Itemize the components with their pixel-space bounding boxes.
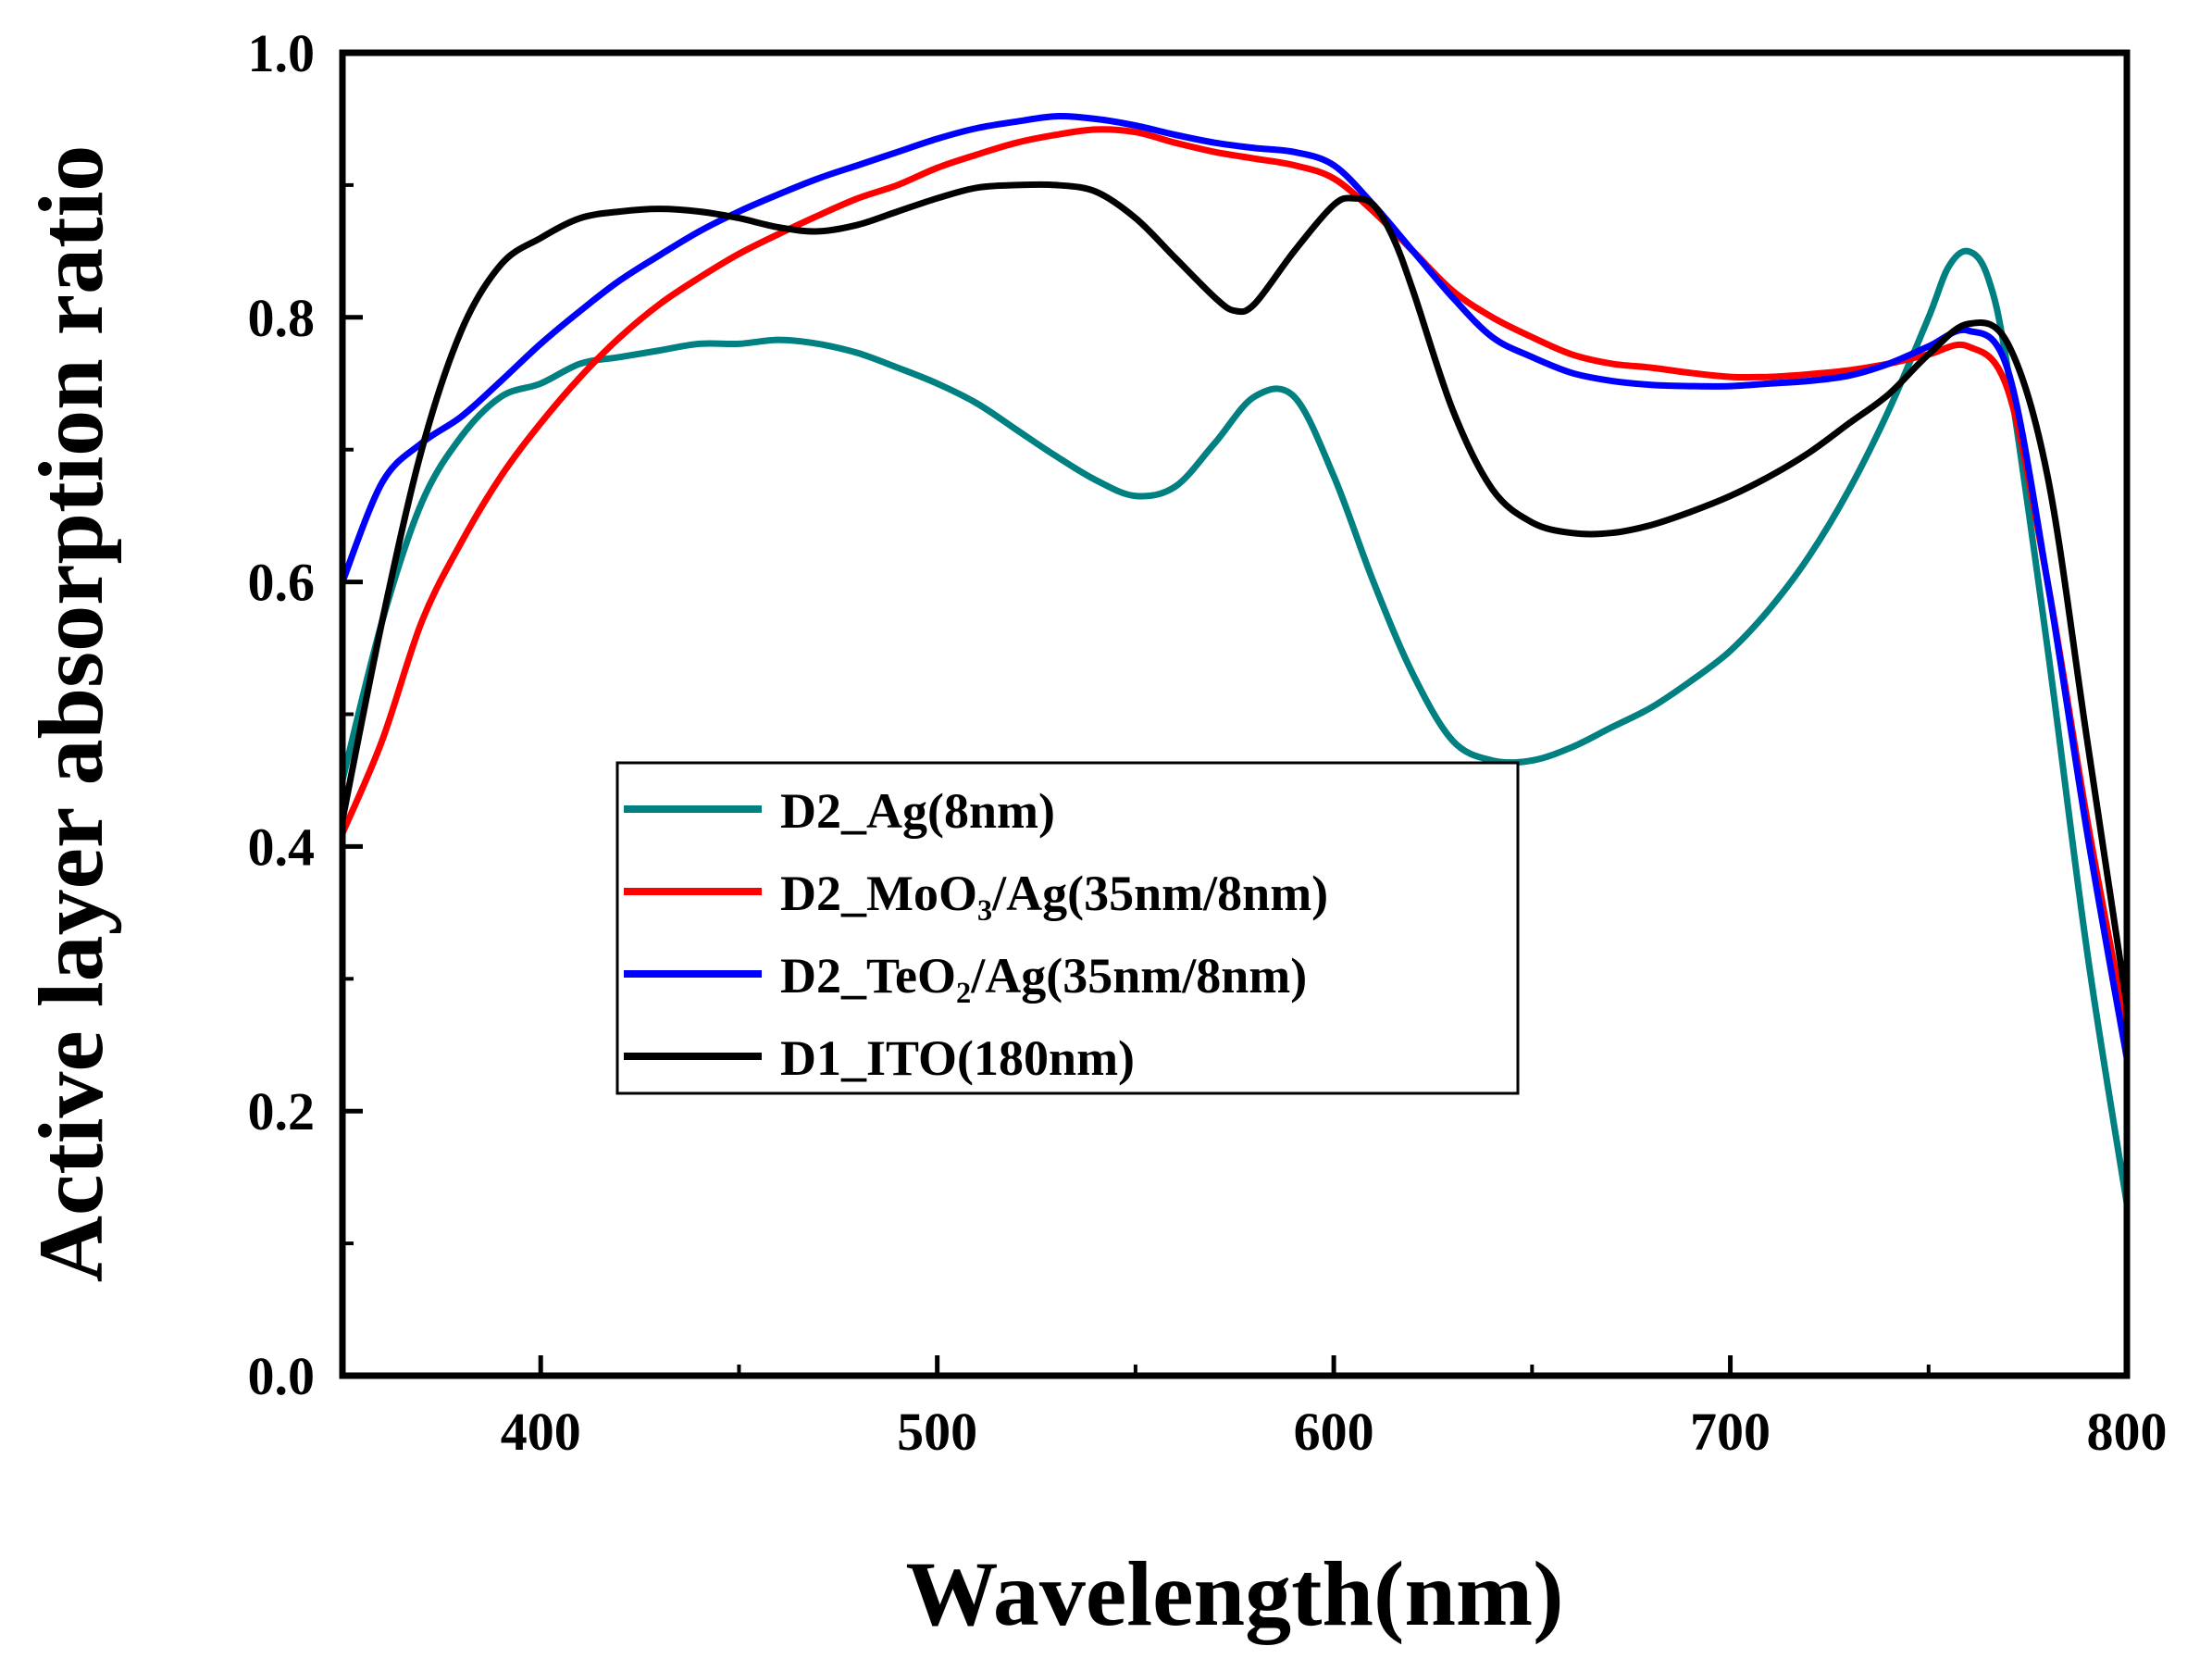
x-tick-label: 600 [1294,1402,1374,1462]
x-tick-label: 800 [2087,1402,2168,1462]
ticks-layer: 400 500 600 700 800 0.0 0.2 0.4 0.6 0.8 1.0 [248,23,2168,1462]
legend-label-1: D2_MoO₃/Ag(35nm/8nm) [780,866,1328,921]
x-tick-label: 700 [1690,1402,1771,1462]
series-line-0 [342,247,2127,1207]
legend-box [615,761,1520,1095]
x-tick-label: 400 [501,1402,581,1462]
legend: D2_Ag(8nm) D2_MoO₃/Ag(35nm/8nm) D2_TeO₂/Ag… [615,761,1520,1095]
x-tick-label: 500 [897,1402,977,1462]
y-tick-label: 0.6 [248,553,316,613]
y-tick-label: 0.8 [248,288,316,348]
y-tick-label: 1.0 [248,23,316,83]
series-line-2 [342,113,2127,1062]
series-layer [342,113,2127,1207]
legend-label-3: D1_ITO(180nm) [780,1030,1135,1086]
legend-label-0: D2_Ag(8nm) [780,783,1055,839]
legend-label-2: D2_TeO₂/Ag(35nm/8nm) [780,948,1307,1004]
series-line-3 [342,181,2127,1009]
y-tick-label: 0.4 [248,817,316,877]
x-axis-title: Wavelength(nm) [905,1542,1563,1645]
y-tick-label: 0.0 [248,1346,316,1406]
y-axis-title: Active layer absorption ratio [19,145,122,1283]
plot-frame [339,49,2131,1379]
y-tick-label: 0.2 [248,1081,316,1141]
